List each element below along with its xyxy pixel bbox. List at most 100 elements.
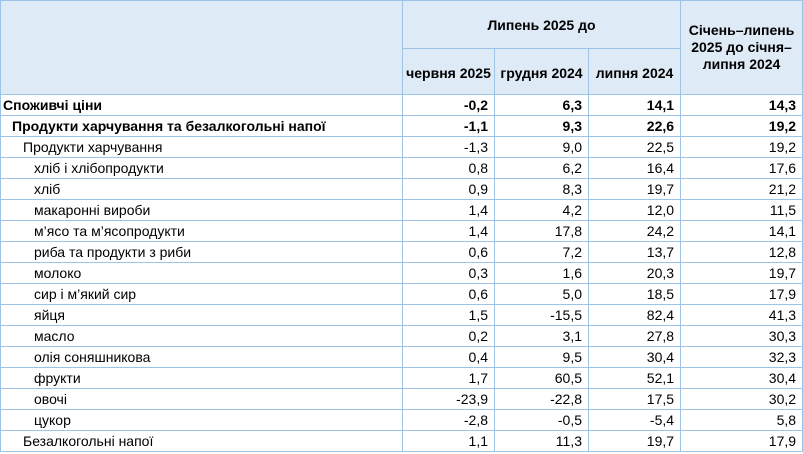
value-vs-july-2024: 14,1 [587, 94, 682, 116]
table-row: сир і м’який сир 0,6 5,0 18,5 17,9 [0, 283, 803, 305]
value-vs-june-2025: 0,2 [402, 325, 495, 347]
value-ytd: 30,2 [680, 388, 803, 410]
value-vs-july-2024: 22,5 [587, 136, 682, 158]
table-row: Споживчі ціни -0,2 6,3 14,1 14,3 [0, 94, 803, 116]
table-row: фрукти 1,7 60,5 52,1 30,4 [0, 367, 803, 389]
value-vs-dec-2024: 9,0 [494, 136, 589, 158]
header-ytd: Січень–липень 2025 до січня–липня 2024 [680, 0, 803, 95]
row-label: хліб і хлібопродукти [0, 157, 403, 179]
value-ytd: 32,3 [680, 346, 803, 368]
table-row: цукор -2,8 -0,5 -5,4 5,8 [0, 409, 803, 431]
value-vs-july-2024: 30,4 [587, 346, 682, 368]
value-vs-july-2024: 20,3 [587, 262, 682, 284]
value-vs-june-2025: 0,9 [402, 178, 495, 200]
value-vs-july-2024: 13,7 [587, 241, 682, 263]
table-row: хліб 0,9 8,3 19,7 21,2 [0, 178, 803, 200]
value-vs-dec-2024: 4,2 [494, 199, 589, 221]
value-vs-june-2025: 1,4 [402, 199, 495, 221]
value-ytd: 30,4 [680, 367, 803, 389]
row-label: хліб [0, 178, 403, 200]
header-empty-cell [0, 0, 403, 95]
value-ytd: 19,2 [680, 115, 803, 137]
header-col-july-2024: липня 2024 [587, 48, 682, 95]
value-vs-june-2025: 0,4 [402, 346, 495, 368]
table-body: Споживчі ціни -0,2 6,3 14,1 14,3 Продукти хар… [0, 94, 803, 452]
value-vs-dec-2024: 1,6 [494, 262, 589, 284]
value-vs-june-2025: 1,5 [402, 304, 495, 326]
value-vs-june-2025: -2,8 [402, 409, 495, 431]
value-vs-july-2024: -5,4 [587, 409, 682, 431]
value-ytd: 19,2 [680, 136, 803, 158]
value-vs-july-2024: 18,5 [587, 283, 682, 305]
value-vs-dec-2024: 9,3 [494, 115, 589, 137]
value-vs-dec-2024: -15,5 [494, 304, 589, 326]
value-vs-june-2025: -23,9 [402, 388, 495, 410]
value-vs-dec-2024: 6,3 [494, 94, 589, 116]
table-row: макаронні вироби 1,4 4,2 12,0 11,5 [0, 199, 803, 221]
value-vs-june-2025: 0,8 [402, 157, 495, 179]
row-label: масло [0, 325, 403, 347]
row-label: м’ясо та м’ясопродукти [0, 220, 403, 242]
value-vs-dec-2024: 5,0 [494, 283, 589, 305]
value-ytd: 12,8 [680, 241, 803, 263]
value-vs-july-2024: 12,0 [587, 199, 682, 221]
value-ytd: 41,3 [680, 304, 803, 326]
value-ytd: 14,1 [680, 220, 803, 242]
table-header: Липень 2025 до Січень–липень 2025 до січ… [0, 0, 803, 95]
value-vs-june-2025: -0,2 [402, 94, 495, 116]
value-vs-dec-2024: 11,3 [494, 430, 589, 452]
row-label: молоко [0, 262, 403, 284]
value-ytd: 17,9 [680, 283, 803, 305]
value-vs-june-2025: 0,6 [402, 283, 495, 305]
row-label: фрукти [0, 367, 403, 389]
value-vs-june-2025: -1,3 [402, 136, 495, 158]
header-col-dec-2024: грудня 2024 [494, 48, 589, 95]
table-row: Продукти харчування та безалкогольні нап… [0, 115, 803, 137]
row-label: Споживчі ціни [0, 94, 403, 116]
value-vs-july-2024: 22,6 [587, 115, 682, 137]
value-vs-june-2025: 1,1 [402, 430, 495, 452]
value-vs-june-2025: 0,6 [402, 241, 495, 263]
value-vs-dec-2024: 3,1 [494, 325, 589, 347]
table-row: хліб і хлібопродукти 0,8 6,2 16,4 17,6 [0, 157, 803, 179]
row-label: макаронні вироби [0, 199, 403, 221]
header-col-june-2025: червня 2025 [402, 48, 495, 95]
value-vs-dec-2024: 17,8 [494, 220, 589, 242]
value-ytd: 11,5 [680, 199, 803, 221]
table-row: овочі -23,9 -22,8 17,5 30,2 [0, 388, 803, 410]
table-row: м’ясо та м’ясопродукти 1,4 17,8 24,2 14,1 [0, 220, 803, 242]
row-label: овочі [0, 388, 403, 410]
value-vs-dec-2024: 60,5 [494, 367, 589, 389]
value-vs-june-2025: -1,1 [402, 115, 495, 137]
value-ytd: 21,2 [680, 178, 803, 200]
value-vs-dec-2024: -0,5 [494, 409, 589, 431]
row-label: риба та продукти з риби [0, 241, 403, 263]
value-vs-june-2025: 1,4 [402, 220, 495, 242]
value-ytd: 17,9 [680, 430, 803, 452]
value-vs-july-2024: 24,2 [587, 220, 682, 242]
table-row: масло 0,2 3,1 27,8 30,3 [0, 325, 803, 347]
row-label: Продукти харчування [0, 136, 403, 158]
table-row: молоко 0,3 1,6 20,3 19,7 [0, 262, 803, 284]
value-vs-july-2024: 19,7 [587, 178, 682, 200]
header-group-july-2025: Липень 2025 до [401, 0, 682, 49]
table-row: Безалкогольні напої 1,1 11,3 19,7 17,9 [0, 430, 803, 452]
row-label: яйця [0, 304, 403, 326]
row-label: Продукти харчування та безалкогольні нап… [0, 115, 403, 137]
value-vs-dec-2024: 9,5 [494, 346, 589, 368]
value-ytd: 5,8 [680, 409, 803, 431]
value-ytd: 17,6 [680, 157, 803, 179]
value-vs-june-2025: 1,7 [402, 367, 495, 389]
table-row: яйця 1,5 -15,5 82,4 41,3 [0, 304, 803, 326]
row-label: Безалкогольні напої [0, 430, 403, 452]
row-label: цукор [0, 409, 403, 431]
table-row: риба та продукти з риби 0,6 7,2 13,7 12,8 [0, 241, 803, 263]
value-vs-july-2024: 17,5 [587, 388, 682, 410]
value-vs-july-2024: 16,4 [587, 157, 682, 179]
value-vs-dec-2024: 7,2 [494, 241, 589, 263]
value-vs-july-2024: 52,1 [587, 367, 682, 389]
row-label: олія соняшникова [0, 346, 403, 368]
value-vs-july-2024: 19,7 [587, 430, 682, 452]
table-row: Продукти харчування -1,3 9,0 22,5 19,2 [0, 136, 803, 158]
